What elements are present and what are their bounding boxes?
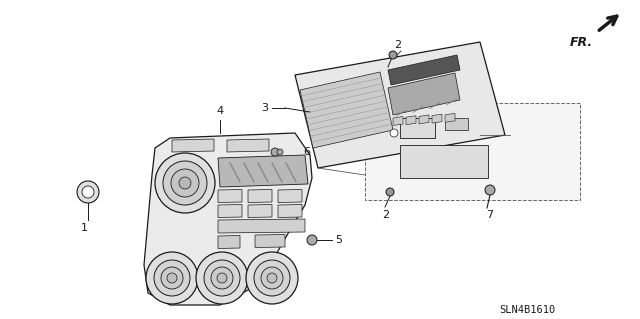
Polygon shape	[445, 113, 455, 122]
Circle shape	[277, 149, 283, 155]
Polygon shape	[248, 204, 272, 218]
Polygon shape	[406, 116, 416, 125]
Polygon shape	[218, 235, 240, 249]
Circle shape	[154, 260, 190, 296]
Polygon shape	[388, 55, 460, 85]
Text: 2: 2	[383, 210, 390, 220]
Circle shape	[196, 252, 248, 304]
Polygon shape	[393, 116, 403, 125]
Circle shape	[77, 181, 99, 203]
Polygon shape	[218, 204, 242, 218]
Text: 5: 5	[335, 235, 342, 245]
Circle shape	[179, 177, 191, 189]
Circle shape	[155, 153, 215, 213]
Text: 1: 1	[81, 223, 88, 233]
Circle shape	[204, 260, 240, 296]
Circle shape	[307, 235, 317, 245]
Polygon shape	[295, 42, 505, 168]
Polygon shape	[255, 234, 285, 248]
Polygon shape	[400, 118, 435, 138]
Polygon shape	[419, 115, 429, 124]
Circle shape	[146, 252, 198, 304]
Circle shape	[261, 267, 283, 289]
Polygon shape	[172, 139, 214, 152]
Polygon shape	[248, 189, 272, 203]
Polygon shape	[278, 189, 302, 203]
Circle shape	[167, 273, 177, 283]
Circle shape	[246, 252, 298, 304]
Circle shape	[254, 260, 290, 296]
Circle shape	[386, 188, 394, 196]
Text: 7: 7	[486, 210, 493, 220]
Text: 2: 2	[394, 40, 401, 50]
Text: 3: 3	[261, 103, 268, 113]
Polygon shape	[144, 133, 312, 305]
Text: 6: 6	[303, 147, 310, 157]
Polygon shape	[445, 118, 468, 130]
Circle shape	[271, 148, 279, 156]
Circle shape	[211, 267, 233, 289]
Text: 4: 4	[216, 106, 223, 116]
Circle shape	[82, 186, 94, 198]
Polygon shape	[218, 189, 242, 203]
Circle shape	[267, 273, 277, 283]
Polygon shape	[218, 219, 305, 233]
Circle shape	[171, 169, 199, 197]
Polygon shape	[365, 103, 580, 200]
Polygon shape	[400, 145, 488, 178]
Polygon shape	[300, 72, 393, 148]
Polygon shape	[218, 155, 308, 187]
Circle shape	[161, 267, 183, 289]
Circle shape	[217, 273, 227, 283]
Circle shape	[390, 129, 398, 137]
Polygon shape	[432, 114, 442, 123]
Circle shape	[163, 161, 207, 205]
Polygon shape	[227, 139, 269, 152]
Polygon shape	[278, 204, 302, 218]
Text: SLN4B1610: SLN4B1610	[499, 305, 555, 315]
Circle shape	[389, 51, 397, 59]
Polygon shape	[388, 73, 460, 115]
Circle shape	[485, 185, 495, 195]
Text: FR.: FR.	[570, 36, 593, 49]
